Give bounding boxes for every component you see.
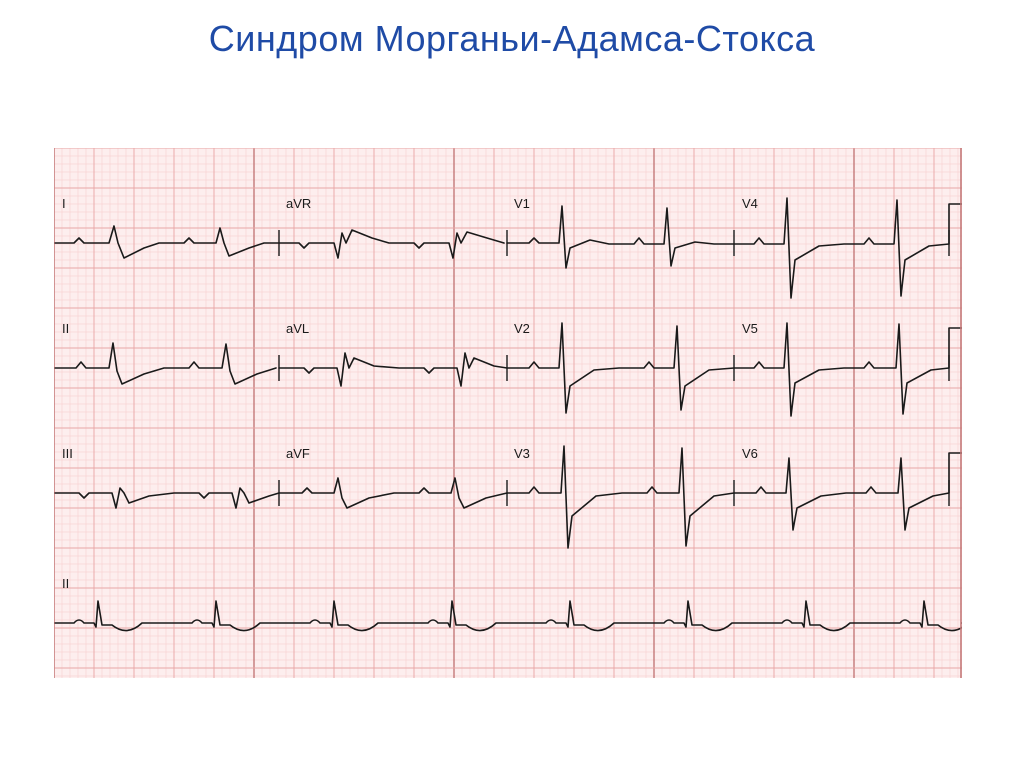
slide: Синдром Морганьи-Адамса-Стокса IaVRV1V4I…: [0, 0, 1024, 767]
lead-label: V6: [742, 446, 758, 461]
lead-label: II: [62, 576, 69, 591]
lead-label: aVF: [286, 446, 310, 461]
ecg-container: IaVR V1 V4 II aVL V2 V5 III aVF V3 V6 II: [54, 148, 962, 678]
page-title: Синдром Морганьи-Адамса-Стокса: [0, 18, 1024, 60]
ecg-chart: IaVR V1 V4 II aVL V2 V5 III aVF V3 V6 II: [54, 148, 962, 678]
lead-label: aVL: [286, 321, 309, 336]
lead-label: I: [62, 196, 66, 211]
lead-label: V4: [742, 196, 758, 211]
lead-label: V2: [514, 321, 530, 336]
lead-label: III: [62, 446, 73, 461]
lead-label: II: [62, 321, 69, 336]
lead-label: V3: [514, 446, 530, 461]
lead-label: V1: [514, 196, 530, 211]
lead-label: V5: [742, 321, 758, 336]
lead-label: aVR: [286, 196, 311, 211]
